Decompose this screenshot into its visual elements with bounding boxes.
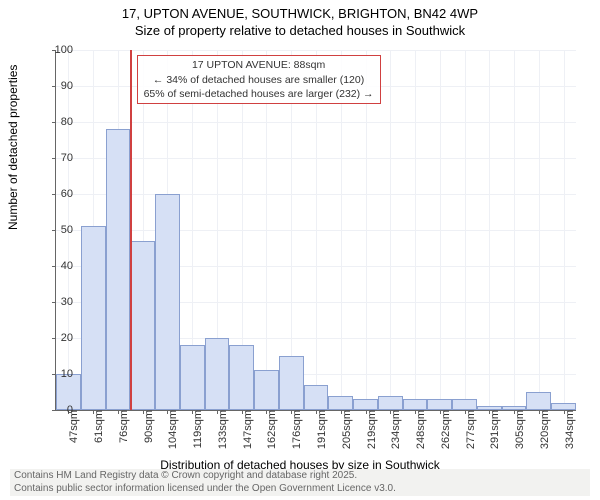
ytick-label: 50 (43, 224, 73, 236)
xtick-label: 119sqm (192, 410, 204, 448)
xtick-label: 162sqm (266, 410, 278, 449)
xtick-label: 305sqm (514, 410, 526, 449)
annotation-line2: ← 34% of detached houses are smaller (12… (144, 73, 374, 87)
ytick-label: 40 (43, 260, 73, 272)
histogram-bar (328, 396, 353, 410)
xtick-label: 262sqm (440, 410, 452, 449)
xtick-label: 277sqm (465, 410, 477, 449)
ytick-label: 30 (43, 296, 73, 308)
gridline-v (564, 50, 565, 410)
histogram-bar (551, 403, 576, 410)
chart-title-line2: Size of property relative to detached ho… (0, 23, 600, 40)
ytick-label: 0 (43, 404, 73, 416)
gridline-v (440, 50, 441, 410)
xtick-label: 205sqm (341, 410, 353, 449)
y-axis-label: Number of detached properties (6, 65, 20, 230)
xtick-label: 191sqm (316, 410, 328, 449)
histogram-bar (427, 399, 452, 410)
histogram-bar (130, 241, 155, 410)
ytick-label: 20 (43, 332, 73, 344)
histogram-bar (477, 406, 502, 410)
gridline-v (415, 50, 416, 410)
histogram-bar (452, 399, 477, 410)
ytick-label: 10 (43, 368, 73, 380)
histogram-bar (205, 338, 230, 410)
xtick-label: 248sqm (415, 410, 427, 449)
xtick-label: 147sqm (242, 410, 254, 449)
xtick-label: 133sqm (217, 410, 229, 449)
ytick-label: 60 (43, 188, 73, 200)
histogram-bar (155, 194, 180, 410)
xtick-label: 291sqm (489, 410, 501, 449)
gridline-v (316, 50, 317, 410)
histogram-bar (254, 370, 279, 410)
xtick-label: 76sqm (118, 410, 130, 443)
histogram-bar (229, 345, 254, 410)
annotation-line3: 65% of semi-detached houses are larger (… (144, 87, 374, 101)
gridline-v (465, 50, 466, 410)
gridline-v (539, 50, 540, 410)
gridline-v (366, 50, 367, 410)
xtick-label: 334sqm (564, 410, 576, 449)
xtick-label: 176sqm (291, 410, 303, 449)
histogram-bar (526, 392, 551, 410)
this-property-marker (130, 50, 132, 410)
ytick-label: 80 (43, 116, 73, 128)
footnote: Contains HM Land Registry data © Crown c… (10, 469, 590, 496)
gridline-v (514, 50, 515, 410)
ytick-label: 70 (43, 152, 73, 164)
gridline-v (341, 50, 342, 410)
chart-title-block: 17, UPTON AVENUE, SOUTHWICK, BRIGHTON, B… (0, 0, 600, 40)
xtick-label: 234sqm (390, 410, 402, 449)
gridline-v (266, 50, 267, 410)
xtick-label: 90sqm (143, 410, 155, 443)
xtick-label: 61sqm (93, 410, 105, 443)
xtick-label: 320sqm (539, 410, 551, 449)
histogram-bar (304, 385, 329, 410)
chart-title-line1: 17, UPTON AVENUE, SOUTHWICK, BRIGHTON, B… (0, 6, 600, 23)
footnote-line1: Contains HM Land Registry data © Crown c… (14, 470, 357, 481)
ytick-label: 100 (43, 44, 73, 56)
xtick-label: 104sqm (167, 410, 179, 449)
plot-area: 47sqm61sqm76sqm90sqm104sqm119sqm133sqm14… (55, 50, 576, 411)
footnote-line2: Contains public sector information licen… (14, 483, 396, 494)
histogram-bar (279, 356, 304, 410)
histogram-bar (403, 399, 428, 410)
histogram-bar (180, 345, 205, 410)
histogram-bar (81, 226, 106, 410)
annotation-line1: 17 UPTON AVENUE: 88sqm (144, 58, 374, 72)
xtick-label: 219sqm (366, 410, 378, 449)
histogram-bar (502, 406, 527, 410)
gridline-v (390, 50, 391, 410)
annotation-box: 17 UPTON AVENUE: 88sqm← 34% of detached … (137, 55, 381, 104)
histogram-bar (353, 399, 378, 410)
ytick-label: 90 (43, 80, 73, 92)
histogram-bar (378, 396, 403, 410)
gridline-v (489, 50, 490, 410)
histogram-bar (106, 129, 131, 410)
